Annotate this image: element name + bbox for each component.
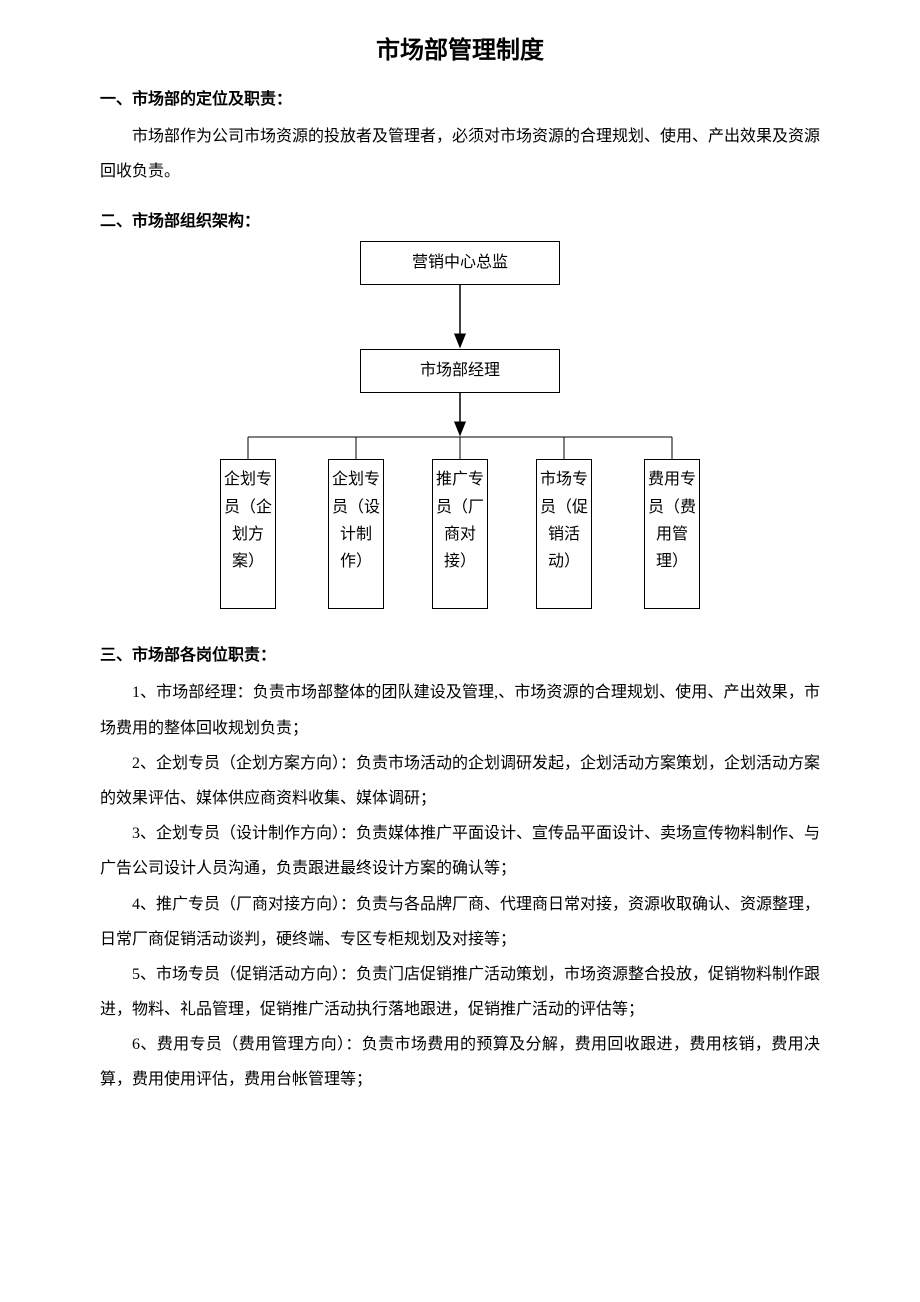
page-title: 市场部管理制度 (100, 30, 820, 65)
duty-item-5: 5、市场专员（促销活动方向）：负责门店促销推广活动策划，市场资源整合投放，促销物… (100, 957, 820, 1027)
org-node-manager: 市场部经理 (360, 349, 560, 393)
duty-item-1: 1、市场部经理：负责市场部整体的团队建设及管理,、市场资源的合理规划、使用、产出… (100, 675, 820, 745)
org-leaf-1: 企划专员（企划方案） (220, 459, 276, 609)
org-leaf-4: 市场专员（促销活动） (536, 459, 592, 609)
duty-item-6: 6、费用专员（费用管理方向）：负责市场费用的预算及分解，费用回收跟进，费用核销，… (100, 1027, 820, 1097)
duty-item-3: 3、企划专员（设计制作方向）：负责媒体推广平面设计、宣传品平面设计、卖场宣传物料… (100, 816, 820, 886)
section2-heading: 二、市场部组织架构： (100, 207, 820, 231)
org-leaf-3: 推广专员（厂商对接） (432, 459, 488, 609)
org-node-director: 营销中心总监 (360, 241, 560, 285)
org-leaf-5: 费用专员（费用管理） (644, 459, 700, 609)
duty-item-4: 4、推广专员（厂商对接方向）：负责与各品牌厂商、代理商日常对接，资源收取确认、资… (100, 887, 820, 957)
section1-heading: 一、市场部的定位及职责： (100, 85, 820, 109)
section3-heading: 三、市场部各岗位职责： (100, 641, 820, 665)
duty-item-2: 2、企划专员（企划方案方向）：负责市场活动的企划调研发起，企划活动方案策划，企划… (100, 746, 820, 816)
org-leaf-2: 企划专员（设计制作） (328, 459, 384, 609)
org-chart: 营销中心总监 市场部经理 企划专员（企划方案） 企划专员（设计制作） 推广专员（… (200, 241, 720, 621)
section1-body: 市场部作为公司市场资源的投放者及管理者，必须对市场资源的合理规划、使用、产出效果… (100, 119, 820, 189)
